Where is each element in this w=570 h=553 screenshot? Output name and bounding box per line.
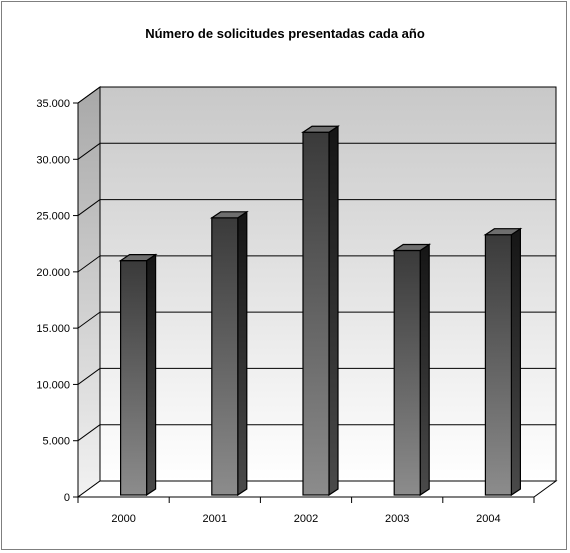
bar-2002 [301, 125, 340, 497]
x-tick-label: 2000 [111, 513, 135, 525]
bar-2003 [392, 243, 432, 497]
bar-2004 [483, 227, 523, 497]
bar-top [392, 243, 432, 252]
bar-2001 [209, 210, 249, 497]
bar-side [237, 210, 248, 497]
x-tick-label: 2001 [203, 513, 227, 525]
gridline-side [77, 86, 101, 104]
chart-title: Número de solicitudes presentadas cada a… [145, 26, 425, 41]
y-tick-label: 15.000 [36, 323, 70, 335]
bar-side [419, 243, 430, 497]
bar-top [301, 125, 340, 133]
bar-top [209, 211, 249, 219]
y-axis-ticks: 0 5.000 10.000 15.000 20.000 25.000 30.000 35.0… [36, 98, 78, 504]
bars [118, 125, 523, 497]
x-tick-label: 2003 [385, 513, 409, 525]
y-tick-label: 20.000 [36, 267, 70, 279]
bar-top [483, 228, 523, 236]
bar-side [146, 253, 157, 497]
bar-2000 [118, 253, 158, 497]
gridline-side [77, 368, 101, 385]
bar-front [393, 249, 421, 496]
gridline-side [77, 424, 101, 442]
y-tick-label: 10.000 [36, 379, 70, 391]
bar-top [118, 254, 158, 262]
x-axis-ticks: 2000 2001 2002 2003 2004 [77, 497, 535, 525]
x-tick-label: 2002 [294, 513, 318, 525]
bar-front [302, 131, 330, 496]
bar-side [328, 125, 339, 497]
y-tick-label: 25.000 [36, 211, 70, 223]
gridline-side [77, 255, 101, 273]
x-tick-label: 2004 [476, 513, 500, 525]
bar-front [484, 234, 512, 496]
y-tick-label: 0 [64, 492, 70, 504]
gridline-side [77, 199, 101, 216]
bar-front [211, 217, 239, 496]
y-tick-label: 30.000 [36, 154, 70, 166]
side-wall [77, 86, 101, 498]
gridline-side [77, 311, 101, 329]
bar-front [119, 260, 148, 496]
axes [77, 103, 534, 498]
y-tick-label: 35.000 [36, 98, 70, 110]
y-tick-label: 5.000 [42, 436, 70, 448]
gridline-side [77, 142, 101, 160]
bar-side [510, 227, 522, 497]
